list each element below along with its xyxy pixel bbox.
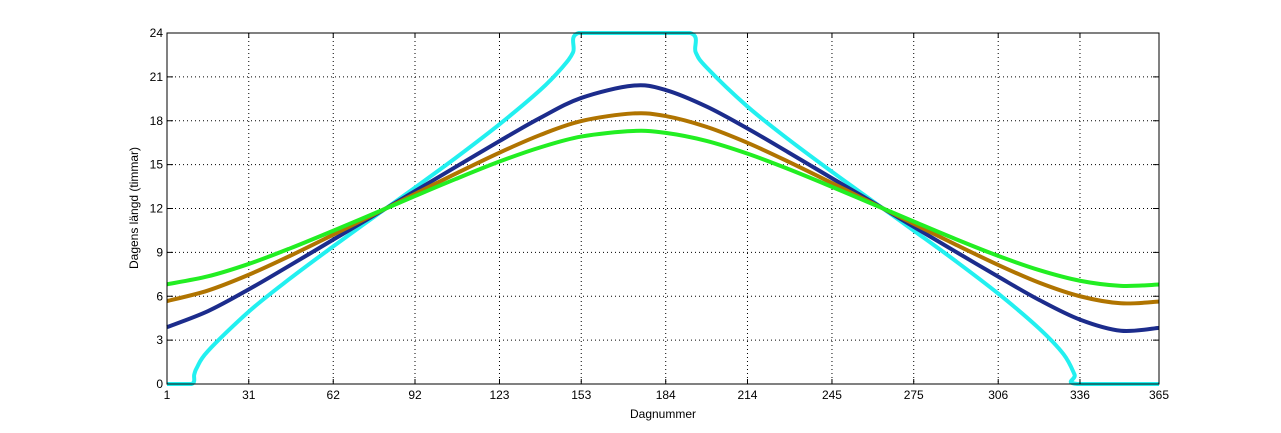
x-tick-label: 153 (571, 388, 591, 402)
y-tick-label: 21 (150, 70, 164, 84)
y-axis-label: Dagens längd (timmar) (127, 147, 141, 269)
y-tick-label: 3 (156, 333, 163, 347)
axes: 1 31 62 92 123 153 184 214 245 275 306 336 365 0 3 6 9 12… (150, 26, 1170, 402)
y-tick-label: 24 (150, 26, 164, 40)
y-tick-label: 0 (156, 377, 163, 391)
x-tick-label: 214 (737, 388, 757, 402)
y-tick-label: 12 (150, 202, 164, 216)
x-tick-label: 62 (327, 388, 341, 402)
series-line-navy (166, 83, 1160, 334)
x-axis-label: Dagnummer (630, 407, 696, 421)
series-line-green (166, 128, 1160, 289)
y-tick-label: 9 (156, 245, 163, 259)
x-tick-label: 184 (656, 388, 676, 402)
x-tick-label: 123 (489, 388, 509, 402)
y-tick-label: 6 (156, 289, 163, 303)
grid (167, 32, 1159, 384)
x-tick-label: 245 (822, 388, 842, 402)
x-tick-label: 306 (988, 388, 1008, 402)
plot-frame (166, 32, 1160, 385)
y-tick-label: 15 (150, 158, 164, 172)
x-tick-label: 336 (1070, 388, 1090, 402)
y-tick-label: 18 (150, 114, 164, 128)
series-line-brown (166, 111, 1160, 306)
x-tick-label: 365 (1149, 388, 1169, 402)
x-tick-label: 275 (904, 388, 924, 402)
x-tick-label: 31 (242, 388, 256, 402)
x-tick-label: 1 (164, 388, 171, 402)
x-tick-label: 92 (408, 388, 422, 402)
